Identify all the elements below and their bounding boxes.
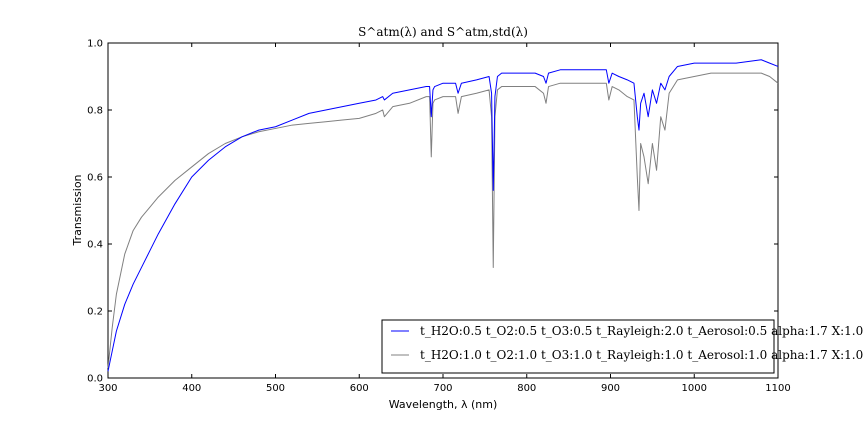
chart-title: S^atm(λ) and S^atm,std(λ) (358, 25, 528, 39)
y-tick-label: 0.6 (87, 173, 103, 184)
series-line-1 (107, 59, 779, 372)
series-group (107, 59, 779, 372)
x-tick-label: 1000 (682, 383, 707, 394)
x-axis-label: Wavelength, λ (nm) (389, 398, 498, 411)
x-tick-label: 500 (266, 383, 285, 394)
y-tick-label: 0.2 (87, 307, 103, 318)
y-tick-label: 0.4 (87, 240, 103, 251)
x-tick-label: 900 (601, 383, 620, 394)
x-tick-label: 300 (98, 383, 117, 394)
y-tick-label: 0.8 (87, 106, 103, 117)
legend-label-2: t_H2O:1.0 t_O2:1.0 t_O3:1.0 t_Rayleigh:1… (420, 348, 863, 362)
x-tick-label: 800 (517, 383, 536, 394)
x-tick-label: 400 (182, 383, 201, 394)
x-ticks: 300 400 500 600 700 800 900 1000 1100 (98, 43, 791, 394)
y-axis-label: Transmission (71, 174, 84, 246)
legend-label-1: t_H2O:0.5 t_O2:0.5 t_O3:0.5 t_Rayleigh:2… (420, 324, 863, 338)
y-tick-label: 1.0 (87, 39, 103, 50)
x-tick-label: 600 (350, 383, 369, 394)
x-tick-label: 700 (433, 383, 452, 394)
legend-box (381, 319, 775, 374)
series-line-2 (107, 72, 779, 369)
y-ticks: 0.0 0.2 0.4 0.6 0.8 1.0 (87, 39, 778, 385)
x-tick-label: 1100 (765, 383, 790, 394)
legend: t_H2O:0.5 t_O2:0.5 t_O3:0.5 t_Rayleigh:2… (381, 319, 863, 374)
y-tick-label: 0.0 (87, 374, 103, 385)
